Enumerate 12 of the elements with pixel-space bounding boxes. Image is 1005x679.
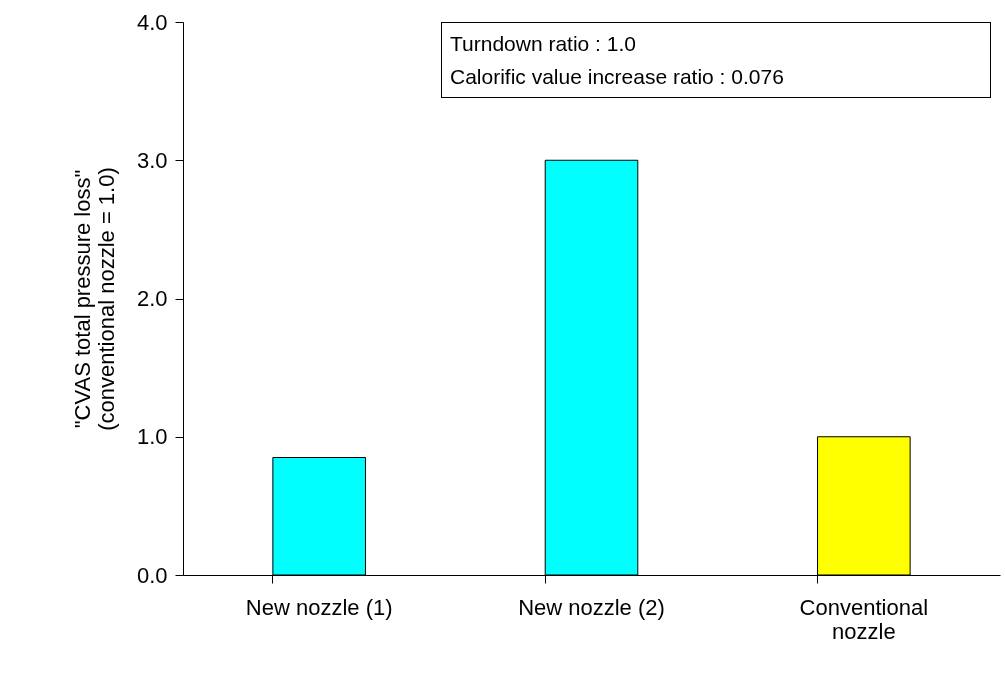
y-tick-label: 3.0 [136,147,168,173]
x-tick-label: Conventional nozzle [799,594,929,644]
y-tick-label: 0.0 [136,562,168,588]
annotation: Turndown ratio : 1.0 [450,31,637,57]
x-tick-label: New nozzle (1) [245,594,393,620]
y-tick-label: 4.0 [136,9,168,35]
x-tick-label: New nozzle (2) [518,594,665,620]
y-axis-title: "CVAS total pressure loss" (conventional nozzle = 1.0) [69,167,119,431]
y-tick-label: 1.0 [136,424,168,450]
note-box: Turndown ratio : 1.0 Calorific value increase ratio : 0.076 [441,22,991,98]
y-tick-label: 2.0 [136,286,168,311]
annotation: Calorific value increase ratio : 0.076 [450,64,785,90]
